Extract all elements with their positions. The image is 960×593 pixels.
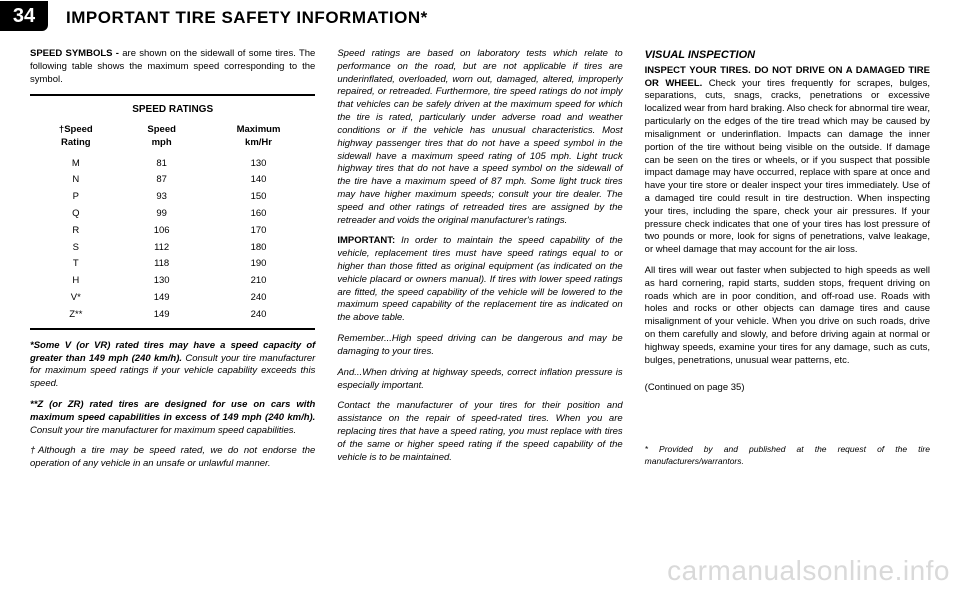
speed-ratings-table: †Speed Rating Speed mph Maximum km/Hr [30, 122, 315, 324]
column-2: Speed ratings are based on laboratory te… [337, 48, 622, 479]
table-row: M81130 [30, 156, 315, 173]
table-header-row: †Speed Rating Speed mph Maximum km/Hr [30, 122, 315, 156]
cell-rating: S [30, 240, 122, 257]
cell-kmh: 150 [202, 189, 316, 206]
th-mph-line1: Speed [147, 124, 176, 135]
th-rating-line2: Rating [61, 137, 91, 148]
cell-mph: 99 [122, 206, 202, 223]
cell-kmh: 180 [202, 240, 316, 257]
speed-symbols-label: SPEED SYMBOLS - [30, 48, 122, 59]
cell-rating: N [30, 172, 122, 189]
speed-ratings-explanation: Speed ratings are based on laboratory te… [337, 48, 622, 227]
table-row: R106170 [30, 223, 315, 240]
th-max-kmh: Maximum km/Hr [202, 122, 316, 156]
and-note: And...When driving at highway speeds, co… [337, 367, 622, 393]
note-v-rated: *Some V (or VR) rated tires may have a s… [30, 340, 315, 391]
cell-rating: H [30, 273, 122, 290]
th-kmh-line1: Maximum [237, 124, 281, 135]
table-row: H130210 [30, 273, 315, 290]
cell-kmh: 170 [202, 223, 316, 240]
cell-rating: T [30, 256, 122, 273]
cell-kmh: 130 [202, 156, 316, 173]
speed-ratings-table-wrap: SPEED RATINGS †Speed Rating Speed mph [30, 94, 315, 329]
th-rating-line1: †Speed [59, 124, 93, 135]
th-mph-line2: mph [152, 137, 172, 148]
watermark: carmanualsonline.info [667, 555, 950, 587]
important-label: IMPORTANT: [337, 235, 401, 246]
note-z-rest: Consult your tire manufacturer for maxim… [30, 425, 296, 436]
cell-mph: 93 [122, 189, 202, 206]
cell-kmh: 140 [202, 172, 316, 189]
cell-mph: 149 [122, 290, 202, 307]
continued-note: (Continued on page 35) [645, 382, 930, 395]
important-note: IMPORTANT: In order to maintain the spee… [337, 235, 622, 325]
footnote: * Provided by and published at the reque… [645, 444, 930, 467]
page-title: IMPORTANT TIRE SAFETY INFORMATION* [66, 8, 428, 28]
cell-kmh: 240 [202, 290, 316, 307]
cell-rating: Q [30, 206, 122, 223]
note-z-rated: **Z (or ZR) rated tires are designed for… [30, 399, 315, 437]
visual-inspection-heading: VISUAL INSPECTION [645, 48, 930, 63]
cell-mph: 118 [122, 256, 202, 273]
cell-kmh: 210 [202, 273, 316, 290]
note-dagger: †Although a tire may be speed rated, we … [30, 445, 315, 471]
table-row: N87140 [30, 172, 315, 189]
cell-kmh: 160 [202, 206, 316, 223]
cell-rating: Z** [30, 307, 122, 324]
cell-mph: 112 [122, 240, 202, 257]
cell-mph: 106 [122, 223, 202, 240]
table-row: T118190 [30, 256, 315, 273]
inspect-tires-rest: Check your tires frequently for scrapes,… [645, 78, 930, 256]
content-columns: SPEED SYMBOLS - are shown on the sidewal… [0, 36, 960, 479]
column-1: SPEED SYMBOLS - are shown on the sidewal… [30, 48, 315, 479]
cell-kmh: 190 [202, 256, 316, 273]
cell-rating: P [30, 189, 122, 206]
th-speed-mph: Speed mph [122, 122, 202, 156]
cell-mph: 149 [122, 307, 202, 324]
table-row: S112180 [30, 240, 315, 257]
contact-manufacturer: Contact the manufacturer of your tires f… [337, 400, 622, 464]
speed-ratings-title: SPEED RATINGS [30, 100, 315, 122]
cell-mph: 130 [122, 273, 202, 290]
page-number: 34 [13, 5, 35, 28]
table-row: Q99160 [30, 206, 315, 223]
page: 34 IMPORTANT TIRE SAFETY INFORMATION* SP… [0, 0, 960, 593]
table-row: Z**149240 [30, 307, 315, 324]
note-z-bold: **Z (or ZR) rated tires are designed for… [30, 399, 315, 423]
inspect-tires-paragraph: INSPECT YOUR TIRES. DO NOT DRIVE ON A DA… [645, 65, 930, 257]
page-header: 34 IMPORTANT TIRE SAFETY INFORMATION* [0, 0, 960, 36]
important-text: In order to maintain the speed capabilit… [337, 235, 622, 323]
cell-kmh: 240 [202, 307, 316, 324]
cell-rating: R [30, 223, 122, 240]
th-rating: †Speed Rating [30, 122, 122, 156]
table-row: P93150 [30, 189, 315, 206]
wear-paragraph: All tires will wear out faster when subj… [645, 265, 930, 368]
column-3: VISUAL INSPECTION INSPECT YOUR TIRES. DO… [645, 48, 930, 479]
th-kmh-line2: km/Hr [245, 137, 272, 148]
cell-rating: V* [30, 290, 122, 307]
cell-mph: 81 [122, 156, 202, 173]
page-number-box: 34 [0, 1, 48, 31]
cell-rating: M [30, 156, 122, 173]
remember-note: Remember...High speed driving can be dan… [337, 333, 622, 359]
table-row: V*149240 [30, 290, 315, 307]
speed-symbols-intro: SPEED SYMBOLS - are shown on the sidewal… [30, 48, 315, 86]
cell-mph: 87 [122, 172, 202, 189]
